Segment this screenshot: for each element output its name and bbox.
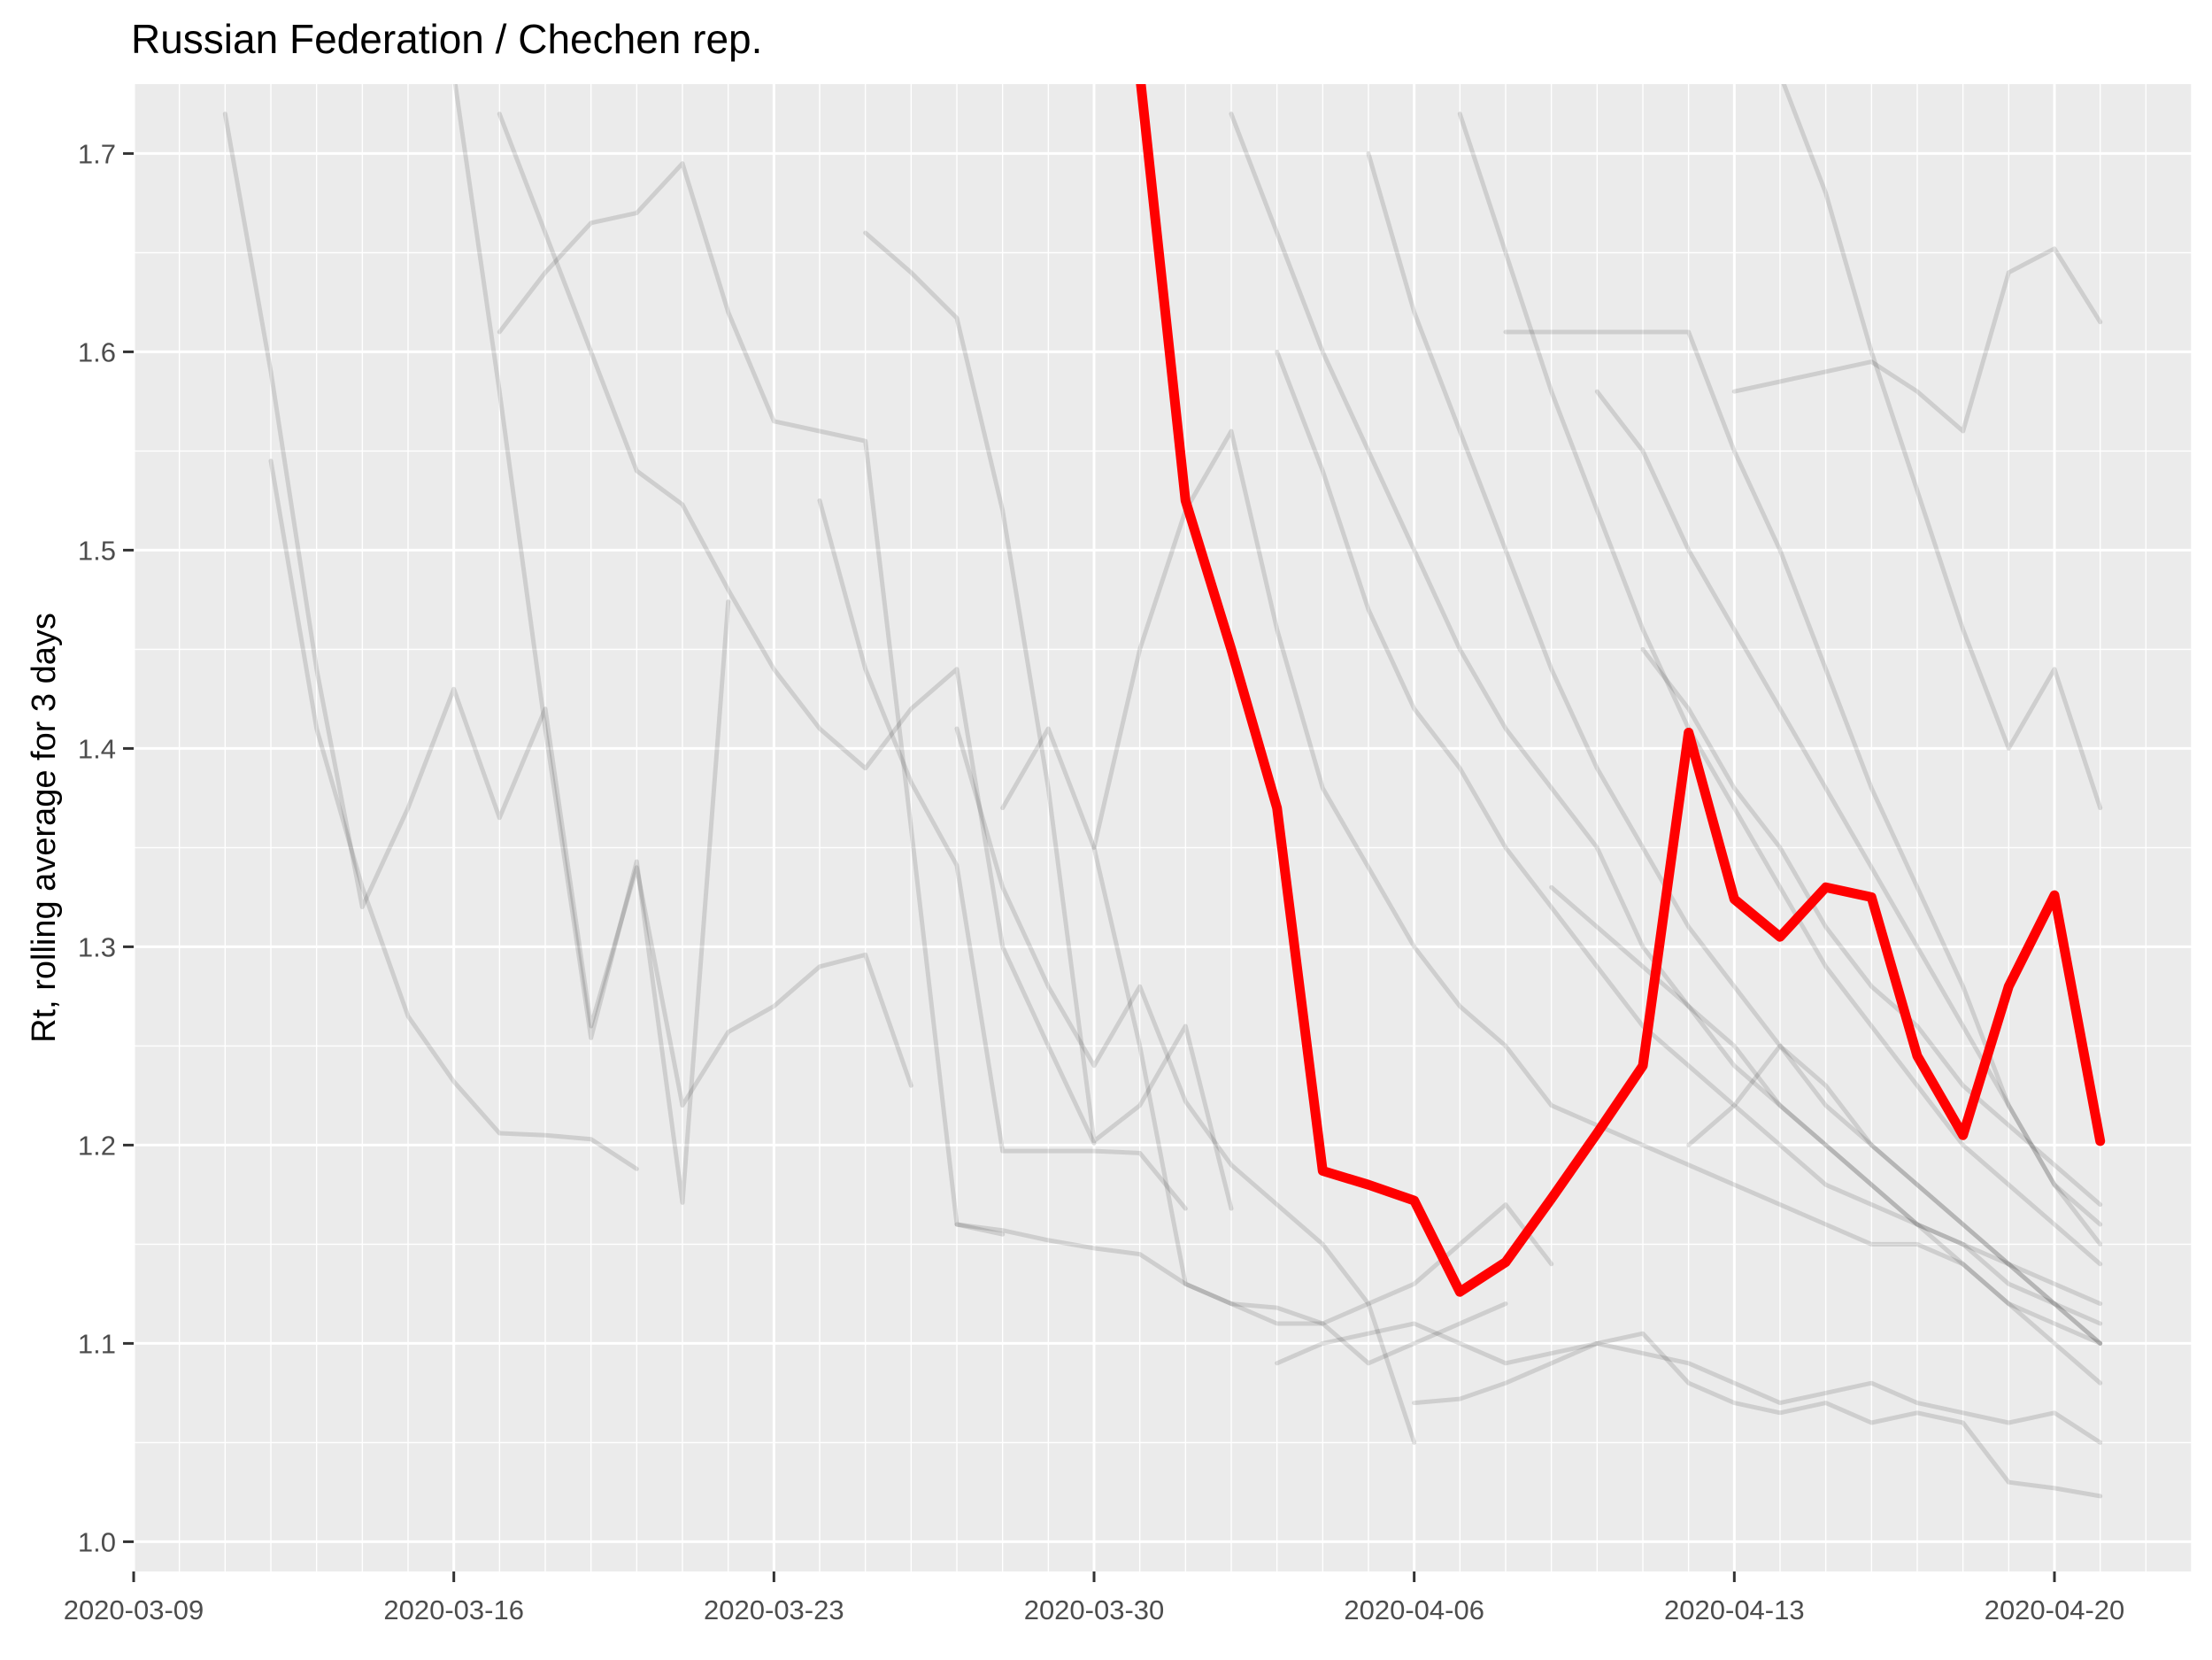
background-series-line xyxy=(1594,389,2103,1227)
highlight-series-line xyxy=(1136,84,2106,1297)
background-series-line xyxy=(1640,646,2103,1208)
x-tick-label: 2020-04-06 xyxy=(1344,1594,1484,1625)
highlight-series-path xyxy=(1136,84,2106,1297)
y-axis: 1.0 1.1 1.2 1.3 1.4 1.5 1.6 1.7 xyxy=(78,138,134,1557)
background-series-line xyxy=(222,112,913,1108)
y-tick-label: 1.6 xyxy=(78,336,116,367)
x-tick-label: 2020-03-23 xyxy=(704,1594,844,1625)
x-tick-label: 2020-03-30 xyxy=(1024,1594,1165,1625)
y-axis-title: Rt, rolling average for 3 days xyxy=(26,613,63,1043)
x-tick-label: 2020-03-16 xyxy=(383,1594,524,1625)
background-series-line xyxy=(1686,1043,2103,1346)
background-series-line xyxy=(1275,1321,2103,1445)
background-series-line xyxy=(452,84,731,1205)
background-series-line xyxy=(268,459,639,1171)
background-series-lines xyxy=(222,84,2103,1499)
background-series-line xyxy=(1229,112,2103,1346)
background-series-line xyxy=(863,230,1234,1211)
chart-title: Russian Federation / Chechen rep. xyxy=(131,16,762,62)
background-series-line xyxy=(497,161,1006,1237)
background-series-line xyxy=(1366,151,2103,1307)
background-series-line xyxy=(817,498,1188,1211)
background-series-line xyxy=(1412,1331,2103,1499)
y-tick-label: 1.5 xyxy=(78,535,116,566)
background-series-line xyxy=(1781,84,2103,811)
y-tick-label: 1.4 xyxy=(78,733,116,764)
major-grid xyxy=(132,84,2192,1571)
background-series-line xyxy=(1503,329,2103,1247)
y-tick-label: 1.0 xyxy=(78,1526,116,1557)
y-tick-label: 1.1 xyxy=(78,1328,116,1359)
background-series-line xyxy=(1549,884,2103,1346)
x-tick-label: 2020-04-20 xyxy=(1985,1594,2125,1625)
x-tick-label: 2020-04-13 xyxy=(1664,1594,1805,1625)
y-tick-label: 1.3 xyxy=(78,931,116,962)
y-tick-label: 1.7 xyxy=(78,138,116,169)
x-axis: 2020-03-09 2020-03-16 2020-03-23 2020-03-30… xyxy=(64,1571,2125,1625)
background-series-line xyxy=(1275,349,2103,1326)
background-series-line xyxy=(954,726,1417,1445)
background-series-line xyxy=(1000,726,1554,1326)
background-series-line xyxy=(954,1222,1508,1366)
x-tick-label: 2020-03-09 xyxy=(64,1594,204,1625)
background-series-line xyxy=(497,112,1097,1146)
background-series-line xyxy=(1731,246,2103,434)
background-series-line xyxy=(1457,112,2103,1267)
y-tick-label: 1.2 xyxy=(78,1130,116,1161)
